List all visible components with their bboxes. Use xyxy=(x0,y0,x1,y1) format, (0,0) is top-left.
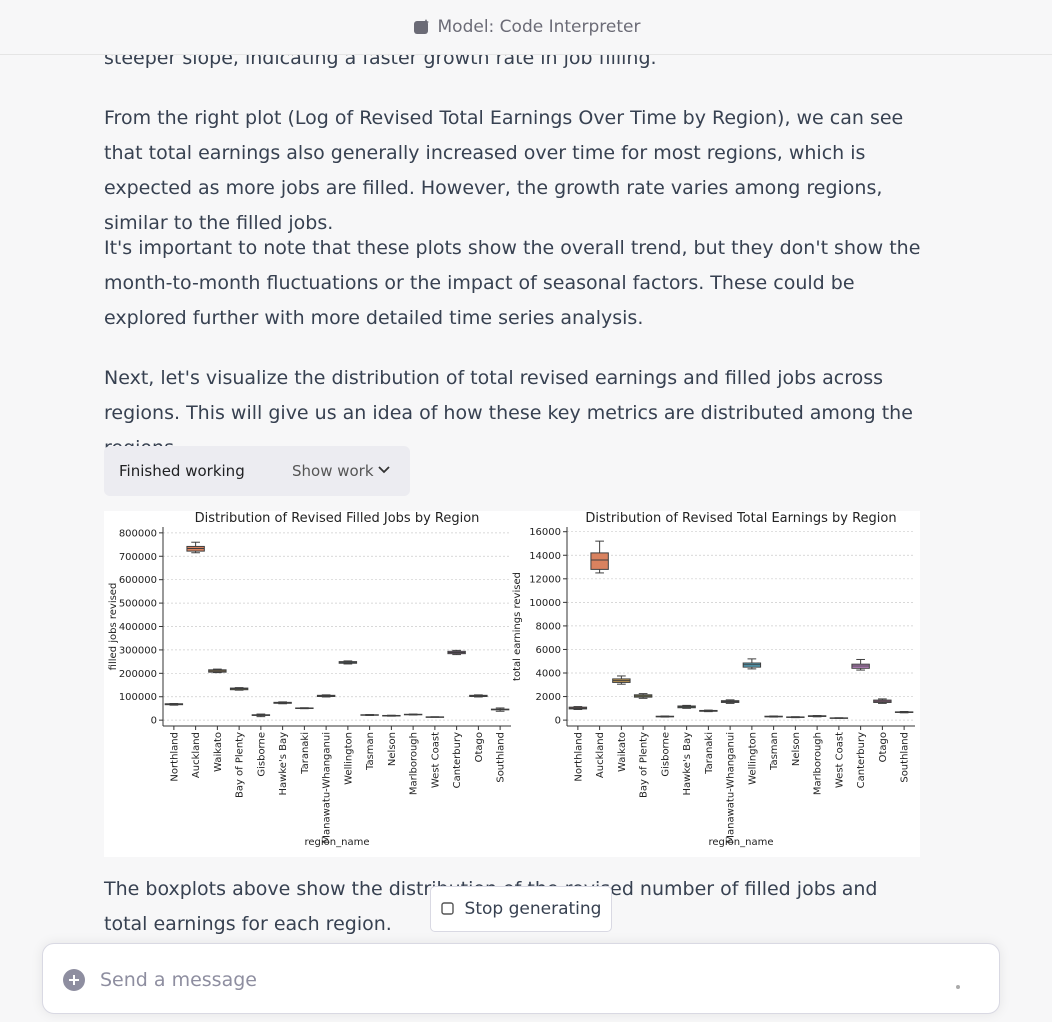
x-tick-label: Otago xyxy=(878,732,889,762)
chevron xyxy=(378,466,390,474)
paragraph: From the right plot (Log of Revised Tota… xyxy=(104,107,904,234)
y-tick-label: 300000 xyxy=(119,645,157,656)
x-tick-label: Waikato xyxy=(617,732,628,772)
y-tick-label: 500000 xyxy=(119,599,157,610)
y-axis-label: total earnings revised xyxy=(512,572,523,681)
y-tick-label: 0 xyxy=(151,716,157,727)
y-tick-label: 600000 xyxy=(119,575,157,586)
x-tick-label: Otago xyxy=(474,732,485,762)
x-tick-label: Tasman xyxy=(365,732,376,771)
x-tick-label: Wellington xyxy=(747,732,758,785)
y-axis-label: filled jobs revised xyxy=(108,583,119,671)
y-tick-label: 16000 xyxy=(529,527,561,538)
x-tick-label: Wellington xyxy=(343,732,354,785)
x-tick-label: West Coast xyxy=(834,732,845,788)
input-placeholder: Send a message xyxy=(100,969,257,991)
y-tick-label: 200000 xyxy=(119,669,157,680)
show-work[interactable]: Show work xyxy=(292,462,374,480)
x-tick-label: Gisborne xyxy=(256,732,267,777)
x-tick-label: Canterbury xyxy=(452,732,463,788)
x-tick-label: Southland xyxy=(900,732,911,783)
y-tick-label: 8000 xyxy=(536,621,561,632)
plus-icon[interactable] xyxy=(63,969,85,991)
x-tick-label: Marlborough xyxy=(813,732,824,795)
x-tick-label: Taranaki xyxy=(704,732,715,775)
x-tick-label: Hawke's Bay xyxy=(278,732,289,796)
chart-title: Distribution of Revised Total Earnings b… xyxy=(585,511,896,526)
message-input[interactable]: Send a message xyxy=(42,943,1000,1014)
dot xyxy=(956,985,960,989)
x-tick-label: Manawatu-Whanganui xyxy=(322,732,333,844)
y-tick-label: 0 xyxy=(555,716,561,727)
work-status: Finished working xyxy=(119,462,245,480)
stop-icon xyxy=(440,902,454,915)
x-tick-label: Nelson xyxy=(791,732,802,766)
y-tick-label: 2000 xyxy=(536,692,561,703)
y-tick-label: 700000 xyxy=(119,552,157,563)
x-tick-label: Northland xyxy=(169,732,180,782)
x-axis-label: region_name xyxy=(709,837,774,848)
x-axis-label: region_name xyxy=(305,837,370,848)
x-tick-label: Canterbury xyxy=(856,732,867,788)
x-tick-label: Nelson xyxy=(387,732,398,766)
y-tick-label: 4000 xyxy=(536,669,561,680)
model-label: Model: Code Interpreter xyxy=(437,17,641,37)
y-tick-label: 400000 xyxy=(119,622,157,633)
x-tick-label: Taranaki xyxy=(300,732,311,775)
x-tick-label: Bay of Plenty xyxy=(639,732,650,798)
chart-image: Distribution of Revised Filled Jobs by R… xyxy=(104,511,920,857)
x-tick-label: Waikato xyxy=(213,732,224,772)
y-tick-label: 6000 xyxy=(536,645,561,656)
x-tick-label: Tasman xyxy=(769,732,780,771)
paragraph: It's important to note that these plots … xyxy=(104,237,921,329)
paragraph: Next, let's visualize the distribution o… xyxy=(104,367,913,459)
x-tick-label: West Coast xyxy=(430,732,441,788)
x-tick-label: Northland xyxy=(573,732,584,782)
x-tick-label: Auckland xyxy=(595,732,606,778)
x-tick-label: Hawke's Bay xyxy=(682,732,693,796)
work-panel: Finished working Show work xyxy=(104,446,410,496)
x-tick-label: Bay of Plenty xyxy=(235,732,246,798)
y-tick-label: 100000 xyxy=(119,692,157,703)
y-tick-label: 10000 xyxy=(529,598,561,609)
x-tick-label: Auckland xyxy=(191,732,202,778)
stop-button[interactable]: Stop generating xyxy=(430,886,612,932)
stop-label: Stop generating xyxy=(464,899,602,919)
y-tick-label: 800000 xyxy=(119,528,157,539)
x-tick-label: Gisborne xyxy=(660,732,671,777)
y-tick-label: 14000 xyxy=(529,551,561,562)
chart-title: Distribution of Revised Filled Jobs by R… xyxy=(195,511,480,526)
x-tick-label: Manawatu-Whanganui xyxy=(726,732,737,844)
model-icon xyxy=(413,19,429,34)
y-tick-label: 12000 xyxy=(529,574,561,585)
header: Model: Code Interpreter xyxy=(0,0,1052,55)
x-tick-label: Marlborough xyxy=(409,732,420,795)
box xyxy=(590,552,609,570)
x-tick-label: Southland xyxy=(496,732,507,783)
